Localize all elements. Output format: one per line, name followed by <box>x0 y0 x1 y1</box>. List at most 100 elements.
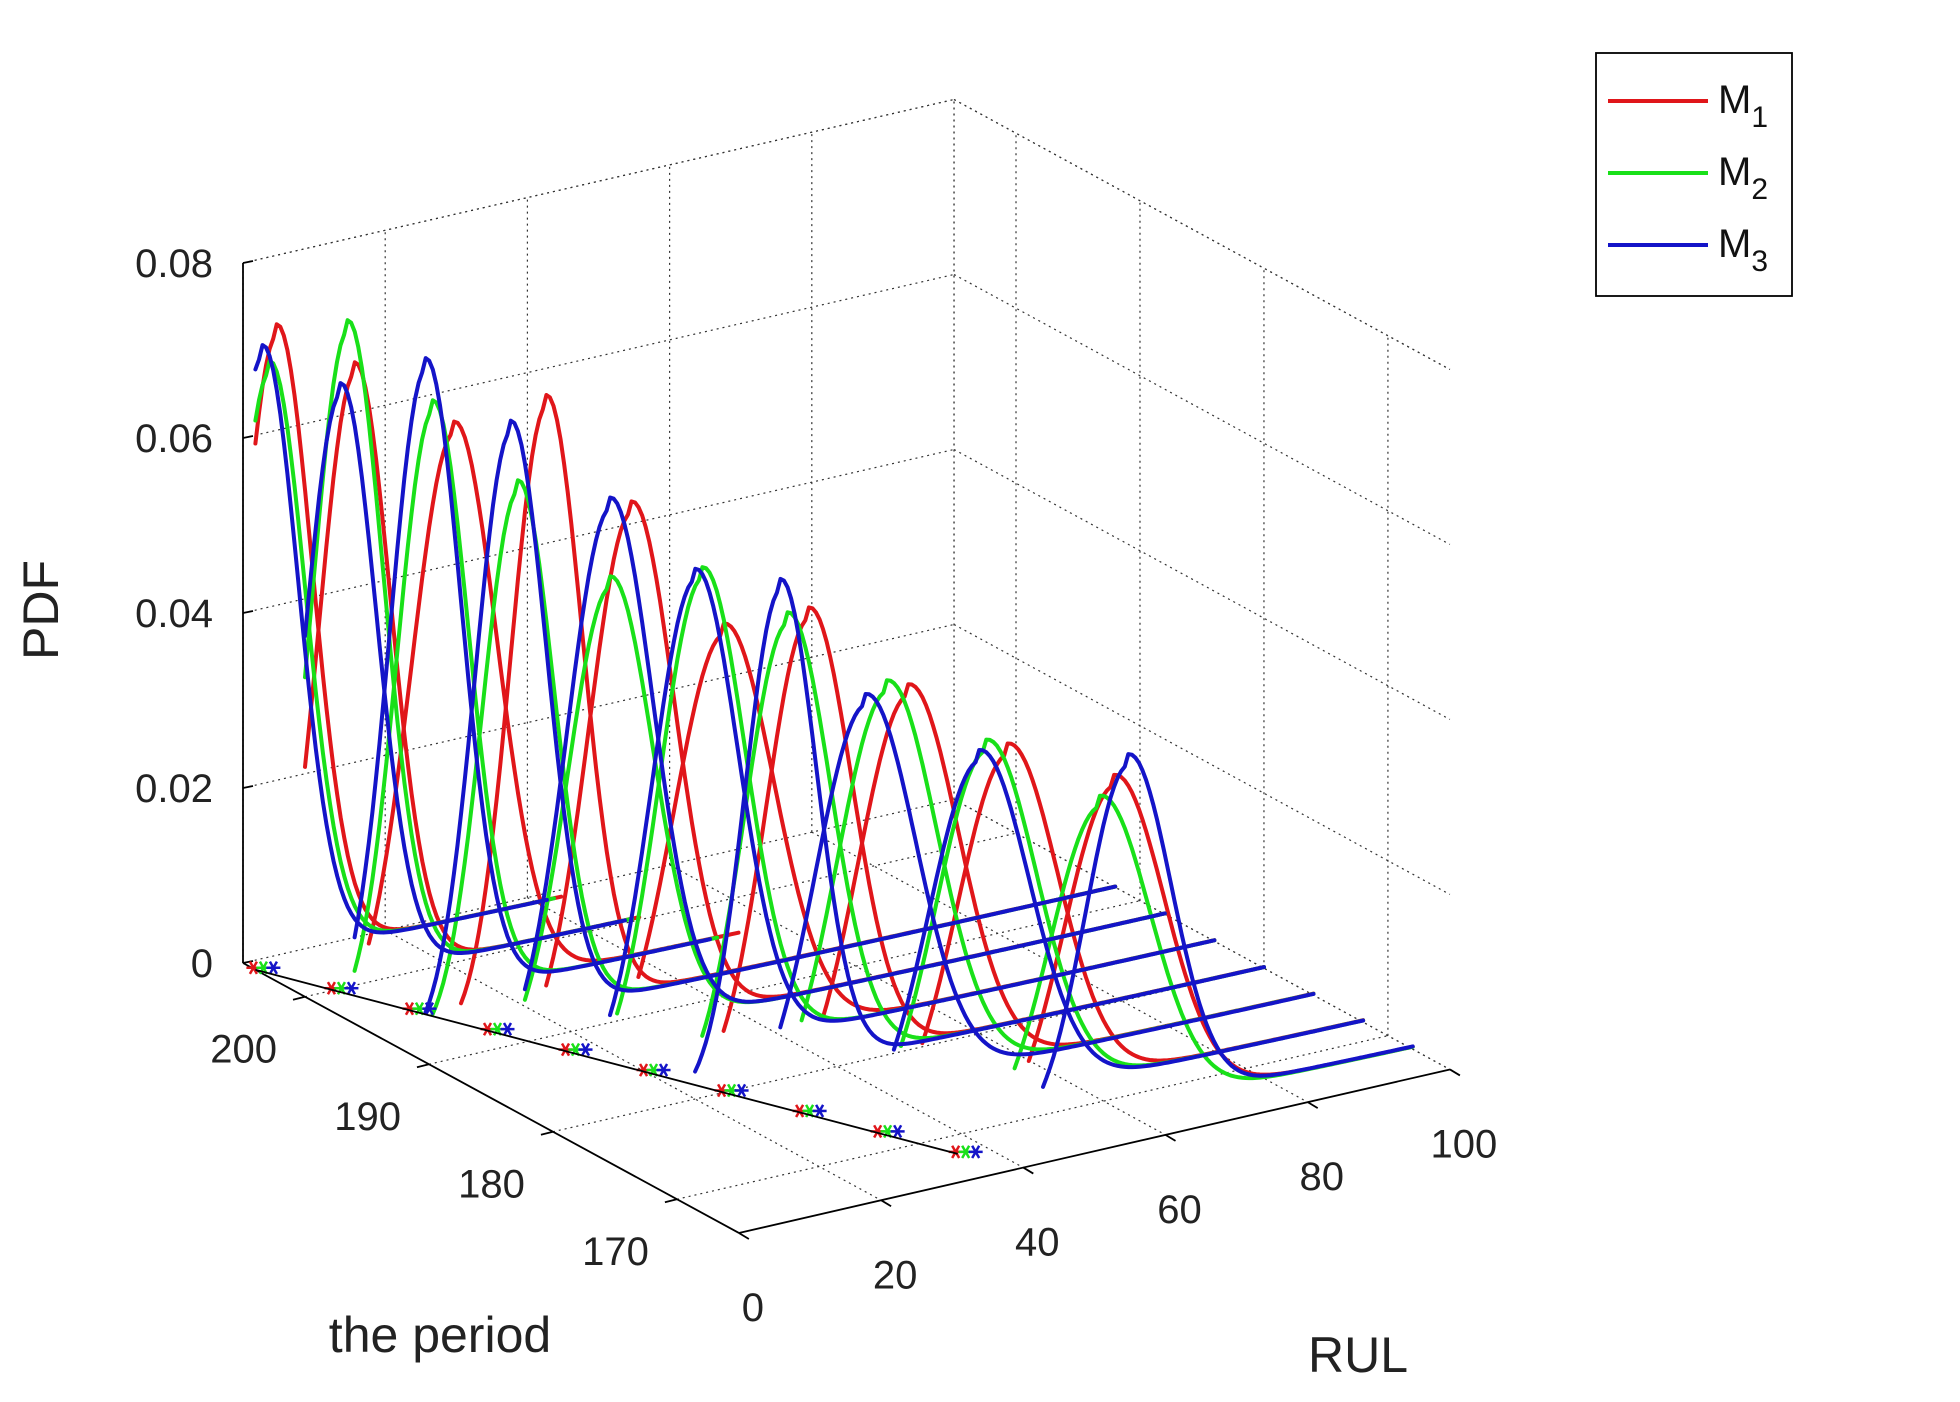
curve-M3-period-172 <box>891 748 1366 1070</box>
x-tick-label: 80 <box>1299 1155 1344 1199</box>
x-tick-label: 100 <box>1431 1122 1498 1166</box>
star-stroke <box>404 1001 415 1016</box>
y-tick-170 <box>664 1198 678 1204</box>
grid-back-pdf-0.06 <box>242 273 955 439</box>
grid-floor-period-190 <box>428 900 1141 1065</box>
curve-M3-period-192 <box>423 418 1118 1015</box>
grid-back-pdf-0.02 <box>242 623 955 789</box>
star-stroke <box>873 1124 883 1139</box>
marker-M3-period-200 <box>344 981 359 995</box>
marker-M3-period-184 <box>656 1063 671 1077</box>
star-stroke <box>326 981 337 995</box>
grid-side-pdf-0.02 <box>953 623 1451 895</box>
marker-M3-period-168 <box>968 1145 983 1159</box>
star-stroke <box>815 1104 825 1118</box>
z-tick-label: 0.04 <box>135 592 213 636</box>
star-stroke <box>502 1022 513 1036</box>
x-tick-80 <box>1307 1101 1319 1109</box>
marker-M3-period-192 <box>500 1022 515 1036</box>
grid-floor-rul-100 <box>953 798 1451 1070</box>
x-tick-40 <box>1022 1166 1034 1175</box>
star-stroke <box>961 1145 971 1159</box>
grid-back-pdf-0.04 <box>242 448 955 614</box>
star-stroke <box>482 1022 493 1036</box>
star-stroke <box>560 1042 571 1057</box>
curve-M3-period-184 <box>608 566 1217 1023</box>
x-tick-100 <box>1449 1068 1461 1077</box>
curve-M2-period-184 <box>615 565 1217 1022</box>
x-tick-label: 20 <box>873 1253 918 1297</box>
legend-subscript: 1 <box>1751 101 1768 134</box>
star-stroke <box>346 981 357 995</box>
x-tick-label: 0 <box>742 1286 764 1330</box>
actual-rul-line <box>255 968 958 1155</box>
grid-side-pdf-0.04 <box>953 448 1451 720</box>
curve-M3-period-200 <box>303 381 627 955</box>
grid-floor-rul-40 <box>527 897 1024 1169</box>
star-stroke <box>951 1145 961 1159</box>
x-axis-line <box>738 1068 1451 1234</box>
x-tick-label: 40 <box>1015 1221 1060 1265</box>
star-stroke <box>658 1063 669 1077</box>
star-stroke <box>971 1145 981 1159</box>
y-tick-label: 200 <box>210 1028 277 1072</box>
z-tick-label: 0 <box>191 942 213 986</box>
x-tick-60 <box>1165 1134 1176 1142</box>
z-tick-label: 0.06 <box>135 417 213 461</box>
x-axis-label: RUL <box>1308 1327 1408 1383</box>
star-stroke <box>893 1124 903 1139</box>
x-tick-0 <box>738 1232 750 1240</box>
x-tick-label: 60 <box>1157 1188 1202 1232</box>
axes: 0 0.02 0.04 0.06 0.08 0 20 40 60 80 100 170 180 190 20… <box>135 242 1497 1330</box>
actual-rul-markers <box>246 961 983 1159</box>
star-stroke <box>638 1063 649 1077</box>
z-tick-0 <box>242 960 254 964</box>
axis-labels: PDF the period RUL <box>13 560 1408 1383</box>
box-top-side <box>953 98 1451 370</box>
grid-floor-rul-60 <box>669 864 1166 1136</box>
grid-floor-period-170 <box>676 1035 1389 1200</box>
star-stroke <box>424 1001 435 1016</box>
z-tick-0.04 <box>242 610 254 614</box>
z-tick-label: 0.02 <box>135 767 213 811</box>
box-top-back <box>242 98 955 264</box>
y-tick-190 <box>416 1063 430 1069</box>
curve-M3-period-168 <box>1041 752 1415 1089</box>
y-tick-label: 170 <box>582 1230 649 1274</box>
star-stroke <box>716 1083 727 1098</box>
grid-lines <box>242 98 1451 1234</box>
marker-M3-period-180 <box>734 1083 749 1098</box>
star-stroke <box>580 1042 591 1057</box>
marker-M3-period-204 <box>266 961 281 975</box>
y-tick-label: 190 <box>334 1095 401 1139</box>
z-axis-label: PDF <box>13 560 69 660</box>
legend-subscript: 2 <box>1751 173 1768 206</box>
z-tick-0.02 <box>242 785 254 789</box>
curve-M3-period-188 <box>522 495 1167 1004</box>
marker-M3-period-188 <box>578 1042 593 1057</box>
star-stroke <box>248 961 258 975</box>
curve-M3-period-180 <box>693 576 1266 1074</box>
y-tick-200 <box>292 995 306 1001</box>
x-tick-20 <box>880 1199 892 1208</box>
y-tick-180 <box>540 1130 554 1136</box>
curve-M3-period-196 <box>352 356 713 974</box>
curve-M3-period-176 <box>778 692 1316 1057</box>
legend-subscript: 3 <box>1751 245 1768 278</box>
star-stroke <box>736 1083 747 1098</box>
z-tick-label: 0.08 <box>135 242 213 286</box>
grid-floor-period-200 <box>304 832 1017 998</box>
curve-M2-period-188 <box>522 574 1167 1005</box>
marker-M3-period-172 <box>890 1124 905 1139</box>
y-tick-label: 180 <box>458 1163 525 1207</box>
z-tick-0.08 <box>242 260 254 264</box>
grid-side-pdf-0.06 <box>953 273 1451 545</box>
grid-floor-rul-20 <box>384 929 882 1201</box>
star-stroke <box>795 1104 805 1118</box>
pdf-curves <box>253 318 1415 1089</box>
star-stroke <box>268 961 278 975</box>
y-axis-line <box>242 962 740 1234</box>
curve-M1-period-192 <box>459 393 1118 1006</box>
